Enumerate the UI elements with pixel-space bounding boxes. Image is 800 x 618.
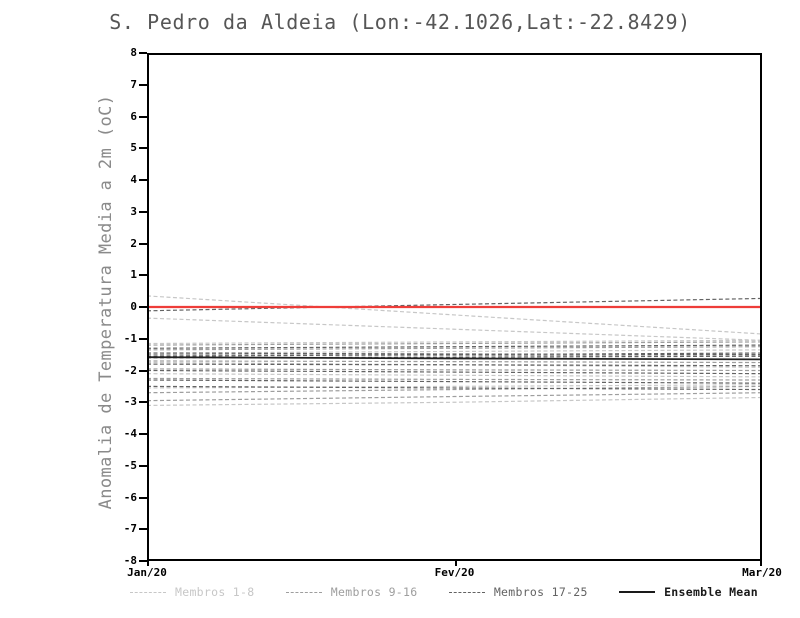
legend-item-label: Membros 1-8 xyxy=(175,585,255,599)
y-axis-tick-mark xyxy=(139,306,147,308)
legend-item: Membros 17-25 xyxy=(448,585,588,599)
member-line xyxy=(147,352,762,356)
x-axis-tick-label: Fev/20 xyxy=(434,566,475,579)
legend-item: Ensemble Mean xyxy=(619,585,758,599)
y-axis-tick-label: -4 xyxy=(123,427,137,440)
y-axis-tick-label: -2 xyxy=(123,363,137,377)
y-axis-tick-label: 1 xyxy=(130,268,137,282)
x-axis-tick-mark xyxy=(147,561,149,566)
legend-item: Membros 1-8 xyxy=(130,585,254,599)
member-line xyxy=(147,339,762,345)
y-axis-tick-label: -1 xyxy=(123,331,137,345)
y-axis-tick-label: 8 xyxy=(130,46,137,59)
y-axis-tick-mark xyxy=(139,147,147,150)
legend-dashed-line-sample xyxy=(448,591,485,593)
member-line xyxy=(147,385,762,394)
legend-item-label: Ensemble Mean xyxy=(664,585,758,599)
member-line xyxy=(147,373,762,378)
y-axis-tick-label: -6 xyxy=(123,490,137,504)
x-axis-tick-mark xyxy=(454,561,457,566)
y-axis-tick-mark xyxy=(139,433,147,435)
member-line xyxy=(147,368,762,372)
member-line xyxy=(147,352,762,357)
member-line xyxy=(147,295,762,335)
y-axis-tick-mark xyxy=(139,52,147,54)
plot-lines-svg xyxy=(147,295,762,407)
member-line xyxy=(147,317,762,341)
y-axis-tick-mark xyxy=(139,464,147,467)
y-axis-tick-mark xyxy=(139,560,147,562)
y-axis-tick-label: -5 xyxy=(123,458,137,472)
y-axis-tick-label: 4 xyxy=(130,173,137,186)
y-axis-tick-mark xyxy=(139,369,147,372)
member-line xyxy=(147,385,762,391)
x-axis-tick-label: Jan/20 xyxy=(127,566,167,579)
y-axis-tick-mark xyxy=(139,83,147,86)
y-axis-tick-label: 3 xyxy=(130,204,137,218)
y-axis-tick-mark xyxy=(139,528,147,531)
member-line xyxy=(147,346,762,351)
legend-item-label: Membros 9-16 xyxy=(330,585,418,599)
member-line xyxy=(147,377,762,381)
y-axis-tick-mark xyxy=(139,496,147,499)
y-axis-tick-label: 6 xyxy=(130,109,137,123)
member-line xyxy=(147,363,762,367)
chart-title: S. Pedro da Aldeia (Lon:-42.1026,Lat:-22… xyxy=(109,10,691,34)
y-axis-tick-label: -3 xyxy=(123,395,137,409)
y-axis-tick-label: 0 xyxy=(130,300,137,313)
y-axis-tick-mark xyxy=(139,115,147,118)
y-axis-tick-mark xyxy=(139,242,147,245)
legend-item: Membros 9-16 xyxy=(285,585,418,599)
member-line xyxy=(147,369,762,375)
y-axis-tick-mark xyxy=(139,210,147,213)
y-axis-tick-label: -8 xyxy=(123,554,137,567)
y-axis-tick-label: -7 xyxy=(123,522,137,536)
legend-dashed-line-sample xyxy=(130,591,166,593)
y-axis-tick-mark xyxy=(139,274,147,277)
legend: Membros 1-8 Membros 9-16 Membros 17-25 Ense… xyxy=(130,585,758,599)
ensemble-mean-line xyxy=(147,356,762,361)
member-line xyxy=(147,341,762,346)
y-axis-tick-mark xyxy=(139,179,147,181)
legend-item-label: Membros 17-25 xyxy=(493,585,588,599)
y-axis-tick-mark xyxy=(139,401,147,404)
member-line xyxy=(147,396,762,407)
member-line xyxy=(147,379,762,384)
legend-dashed-line-sample xyxy=(285,591,322,593)
member-line xyxy=(147,360,762,364)
member-line xyxy=(147,392,762,402)
member-line xyxy=(147,344,762,349)
x-axis-tick-label: Mar/20 xyxy=(742,566,782,579)
y-axis-tick-label: 5 xyxy=(130,141,137,155)
member-line xyxy=(147,297,762,312)
legend-solid-line-sample xyxy=(619,591,656,593)
y-axis-tick-label: 7 xyxy=(130,77,137,91)
x-axis-tick-mark xyxy=(760,561,762,566)
y-axis-tick-mark xyxy=(139,337,147,340)
member-line xyxy=(147,349,762,354)
y-axis-tick-label: 2 xyxy=(130,236,137,250)
member-line xyxy=(147,354,762,357)
member-line xyxy=(147,355,762,359)
member-line xyxy=(147,384,762,389)
